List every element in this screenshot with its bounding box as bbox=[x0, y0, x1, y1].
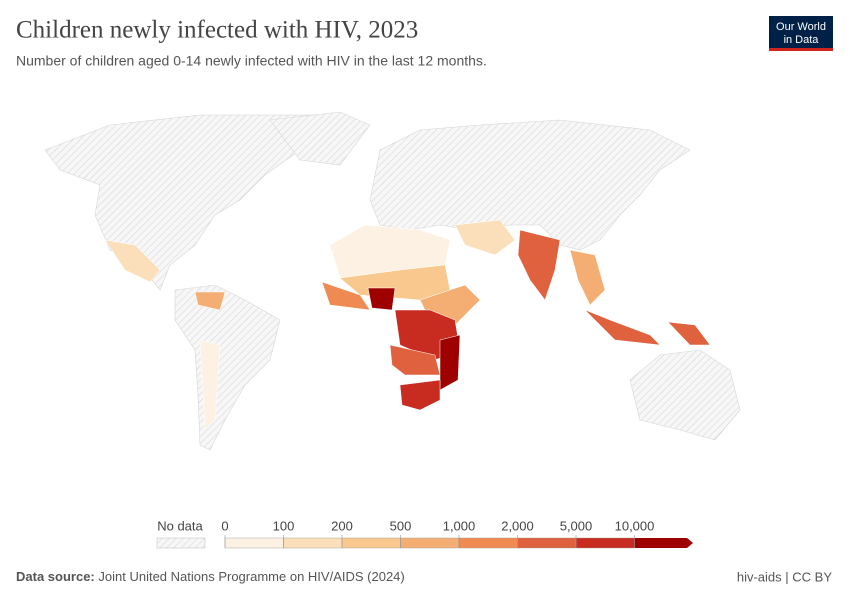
logo: Our World in Data bbox=[769, 16, 833, 51]
logo-bar bbox=[769, 48, 833, 51]
legend-no-data bbox=[156, 537, 206, 549]
map bbox=[44, 111, 741, 451]
legend-bin bbox=[575, 537, 635, 549]
eurasia bbox=[369, 119, 691, 251]
legend-tick-label: 500 bbox=[390, 518, 412, 533]
source-label: Data source: bbox=[16, 569, 95, 584]
footer-source: Data source: Joint United Nations Progra… bbox=[16, 569, 405, 584]
nigeria bbox=[367, 287, 396, 311]
new-guinea bbox=[667, 321, 711, 346]
legend-tick-label: 2,000 bbox=[501, 518, 534, 533]
legend: No data 0 100 200 500 1,000 2,000 5,000 10,000 bbox=[156, 518, 693, 549]
mozambique bbox=[439, 334, 461, 391]
logo-text: in Data bbox=[784, 34, 820, 46]
legend-tick-label: 100 bbox=[273, 518, 295, 533]
legend-tick-label: 200 bbox=[331, 518, 353, 533]
legend-bin bbox=[634, 538, 693, 548]
india bbox=[517, 229, 561, 301]
legend-bin bbox=[517, 537, 577, 549]
legend-bin bbox=[458, 537, 518, 549]
legend-tick-label: 1,000 bbox=[443, 518, 476, 533]
subtitle: Number of children aged 0-14 newly infec… bbox=[16, 53, 487, 69]
legend-bin bbox=[400, 537, 460, 549]
australia bbox=[629, 349, 741, 441]
mexico bbox=[104, 239, 161, 283]
legend-bin bbox=[224, 537, 284, 549]
south-africa bbox=[399, 379, 441, 411]
legend-no-data-label: No data bbox=[157, 518, 203, 533]
legend-tick-label: 10,000 bbox=[615, 518, 655, 533]
indonesia bbox=[584, 309, 661, 346]
title: Children newly infected with HIV, 2023 bbox=[16, 17, 418, 44]
southeast-asia bbox=[569, 249, 606, 306]
south-america bbox=[174, 284, 281, 451]
logo-text: Our World bbox=[776, 21, 826, 33]
legend-tick-label: 5,000 bbox=[560, 518, 593, 533]
west-africa bbox=[321, 281, 371, 311]
venezuela bbox=[194, 291, 226, 311]
legend-bin bbox=[283, 537, 343, 549]
andes bbox=[199, 339, 221, 431]
logo-box bbox=[769, 16, 833, 50]
legend-bin bbox=[341, 537, 401, 549]
angola-zambia bbox=[389, 344, 441, 376]
middle-east bbox=[454, 219, 516, 256]
source: Joint United Nations Programme on HIV/AI… bbox=[98, 569, 404, 584]
footer-credit: hiv-aids | CC BY bbox=[737, 569, 832, 584]
legend-tick-label: 0 bbox=[221, 518, 228, 533]
greenland bbox=[269, 111, 371, 166]
